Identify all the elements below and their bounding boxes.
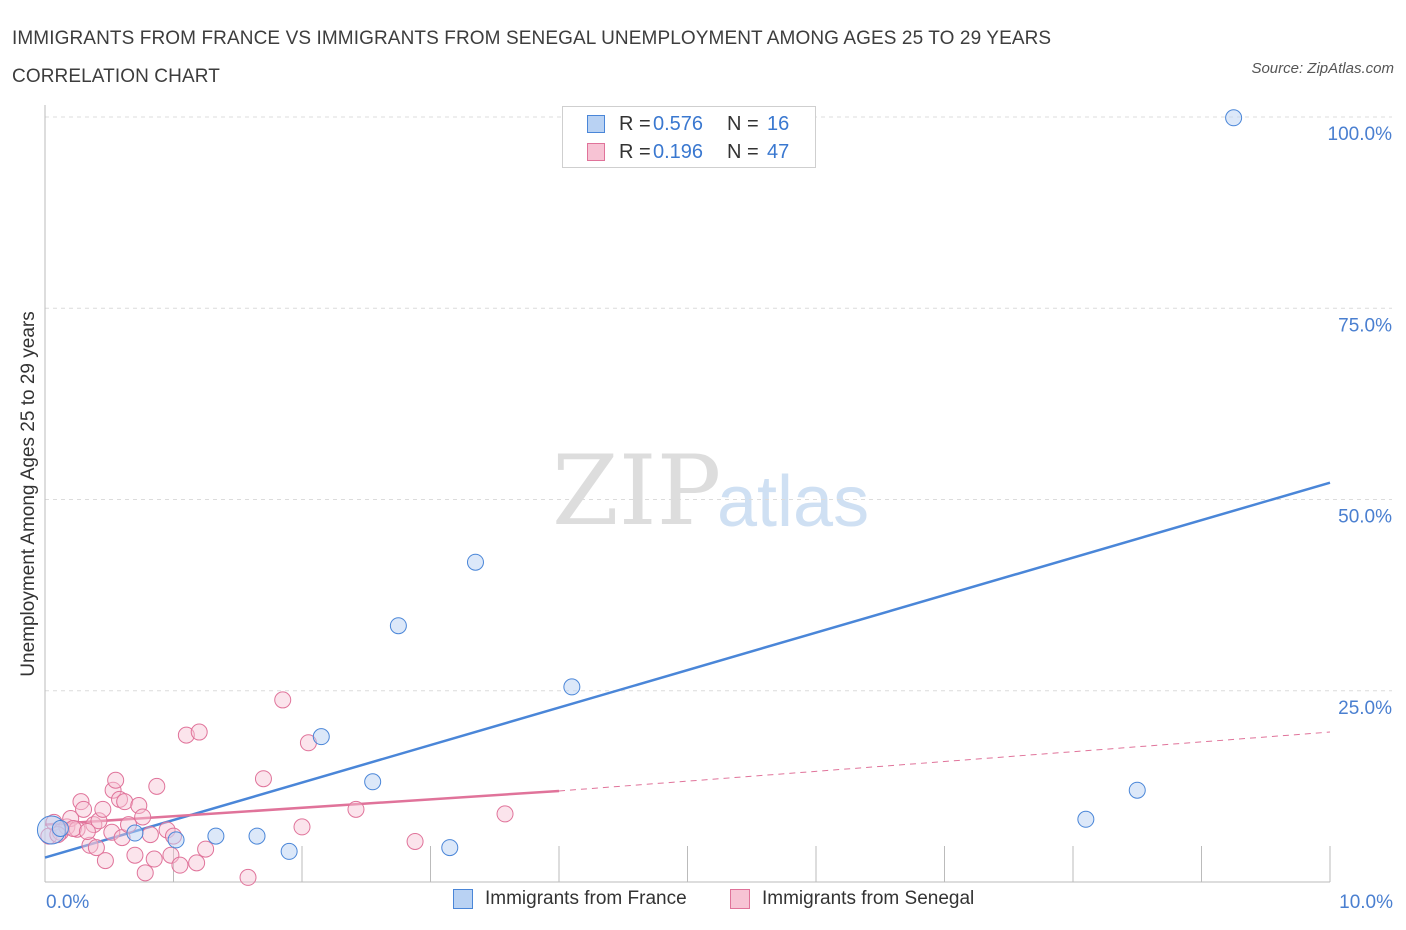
- senegal-point: [62, 810, 80, 828]
- senegal-legend-label: Immigrants from Senegal: [762, 888, 975, 909]
- senegal-point: [141, 826, 159, 844]
- source-label: Source: ZipAtlas.com: [1251, 60, 1394, 77]
- senegal-point: [96, 852, 114, 870]
- france-point: [1225, 109, 1243, 127]
- senegal-point: [87, 839, 105, 857]
- france-legend-swatch: [453, 889, 473, 909]
- x-tick-label: 10.0%: [1339, 892, 1393, 913]
- senegal-point: [130, 797, 148, 814]
- senegal-point: [78, 823, 96, 841]
- senegal-point: [90, 812, 108, 830]
- r-label: R =: [619, 112, 651, 135]
- france-point: [312, 728, 330, 746]
- senegal-point: [103, 823, 121, 841]
- france-point: [364, 773, 382, 791]
- senegal-point: [134, 808, 152, 826]
- trend-lines: [44, 481, 1331, 859]
- senegal-point: [94, 800, 112, 818]
- n-label: N =: [727, 140, 759, 163]
- legend-row-senegal: R = 0.196 N = 47: [587, 139, 789, 165]
- tick-labels: 100.0% 75.0% 50.0% 25.0% 0.0% 10.0%: [46, 124, 1393, 913]
- n-label: N =: [727, 112, 759, 135]
- france-point: [1128, 781, 1146, 799]
- x-tick-label: 0.0%: [46, 892, 89, 913]
- france-point: [466, 553, 484, 571]
- senegal-point: [347, 800, 365, 818]
- axes: [44, 105, 1331, 883]
- senegal-point: [104, 781, 122, 799]
- senegal-point: [190, 723, 208, 741]
- y-tick-label: 100.0%: [1328, 124, 1393, 145]
- france-point: [207, 827, 225, 845]
- senegal-point: [148, 777, 166, 795]
- senegal-point: [75, 800, 93, 818]
- r-value: 0.196: [653, 140, 704, 163]
- senegal-point: [107, 771, 125, 789]
- senegal-point: [197, 840, 215, 858]
- senegal-point: [81, 836, 99, 854]
- n-value: 16: [767, 112, 790, 135]
- senegal-point: [136, 864, 154, 882]
- france-point: [1077, 810, 1095, 828]
- r-label: R =: [619, 140, 651, 163]
- france-point: [51, 819, 69, 837]
- senegal-legend-swatch: [730, 889, 750, 909]
- france-swatch: [587, 115, 605, 133]
- senegal-point: [171, 856, 189, 874]
- y-tick-label: 50.0%: [1338, 507, 1392, 528]
- senegal-swatch: [587, 143, 605, 161]
- france-trend-line: [44, 481, 1331, 859]
- watermark-atlas: atlas: [717, 462, 869, 542]
- y-tick-label: 75.0%: [1338, 315, 1392, 336]
- senegal-point: [126, 846, 144, 864]
- france-point: [389, 617, 407, 635]
- gridlines: [45, 116, 1392, 692]
- r-value: 0.576: [653, 112, 704, 135]
- chart-title: IMMIGRANTS FROM FRANCE VS IMMIGRANTS FRO…: [12, 28, 1052, 87]
- legend-item-france: Immigrants from France: [453, 888, 687, 910]
- senegal-point: [274, 691, 292, 709]
- france-point: [248, 827, 266, 845]
- stats-legend: R = 0.576 N = 16 R = 0.196 N = 47: [562, 106, 816, 168]
- france-point: [441, 839, 459, 857]
- senegal-point: [239, 868, 257, 886]
- data-points: [36, 109, 1243, 886]
- watermark-zip: ZIP: [552, 435, 721, 547]
- legend-row-france: R = 0.576 N = 16: [587, 111, 789, 137]
- france-point: [167, 831, 185, 849]
- y-tick-label: 25.0%: [1338, 698, 1392, 719]
- senegal-trend-extension: [558, 731, 1331, 792]
- senegal-point: [293, 818, 311, 836]
- france-point: [126, 824, 144, 842]
- series-legend: Immigrants from France Immigrants from S…: [0, 888, 1406, 916]
- france-legend-label: Immigrants from France: [485, 888, 687, 909]
- senegal-trend-line: [44, 789, 560, 826]
- senegal-point: [406, 832, 424, 850]
- senegal-point: [496, 805, 514, 823]
- n-value: 47: [767, 140, 790, 163]
- y-axis-label: Unemployment Among Ages 25 to 29 years: [18, 311, 39, 676]
- senegal-point: [116, 793, 134, 811]
- senegal-point: [145, 850, 163, 868]
- france-point: [563, 678, 581, 696]
- legend-item-senegal: Immigrants from Senegal: [730, 888, 974, 910]
- france-point: [280, 842, 298, 860]
- senegal-point: [188, 854, 206, 872]
- senegal-point: [177, 726, 195, 744]
- senegal-point: [254, 770, 272, 788]
